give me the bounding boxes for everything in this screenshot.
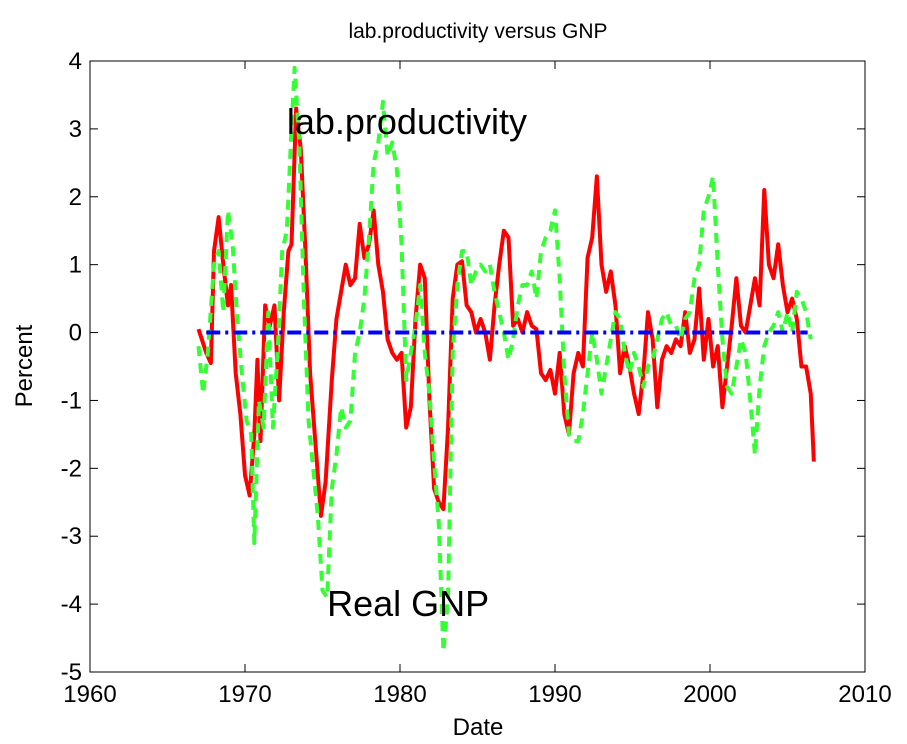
x-tick-label: 1960 — [63, 681, 116, 708]
x-axis-label: Date — [453, 714, 504, 741]
y-tick-label: -2 — [61, 455, 82, 482]
x-tick-label: 2010 — [838, 681, 891, 708]
annotation: Real GNP — [327, 583, 489, 624]
chart-title: lab.productivity versus GNP — [348, 20, 607, 43]
y-tick-label: -3 — [61, 523, 82, 550]
y-tick-label: -5 — [61, 659, 82, 686]
y-tick-label: 3 — [69, 116, 82, 143]
x-tick-label: 2000 — [683, 681, 736, 708]
y-tick-label: -1 — [61, 387, 82, 414]
axes-box — [89, 60, 866, 673]
y-tick-label: 2 — [69, 184, 82, 211]
x-tick-label: 1980 — [373, 681, 426, 708]
x-tick-label: 1990 — [528, 681, 581, 708]
y-tick-label: -4 — [61, 591, 82, 618]
x-tick-label: 1970 — [218, 681, 271, 708]
y-tick-label: 0 — [69, 320, 82, 347]
annotation: lab.productivity — [287, 101, 527, 142]
y-tick-label: 1 — [69, 252, 82, 279]
y-tick-label: 4 — [69, 48, 82, 75]
y-axis-label: Percent — [11, 324, 38, 407]
